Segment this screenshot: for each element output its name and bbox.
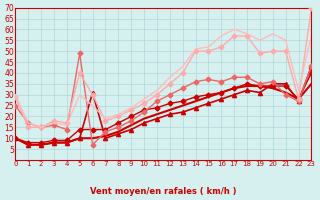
X-axis label: Vent moyen/en rafales ( km/h ): Vent moyen/en rafales ( km/h ): [90, 187, 236, 196]
